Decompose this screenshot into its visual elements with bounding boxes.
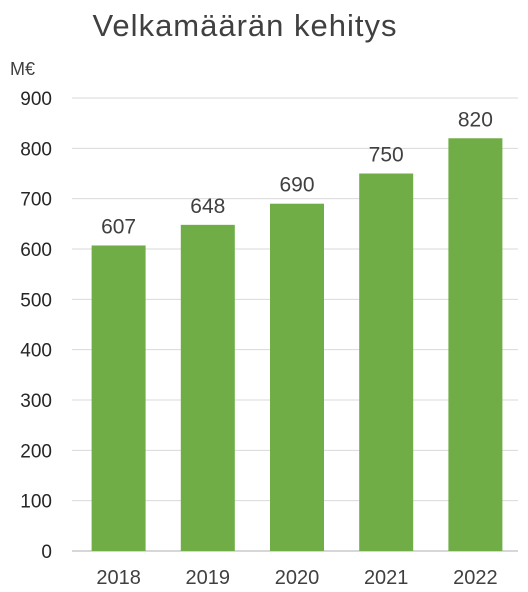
bar [270,203,324,551]
y-tick-label: 600 [20,240,52,261]
y-tick-label: 500 [20,290,52,311]
y-tick-label: 0 [41,542,52,563]
x-tick-label: 2022 [453,567,498,589]
data-label: 690 [279,174,314,197]
x-tick-label: 2018 [96,567,141,589]
y-tick-label: 300 [20,391,52,412]
bars [91,138,503,551]
chart-title: Velkamäärän kehitys [92,8,397,43]
y-unit-label: M€ [10,59,35,79]
y-tick-label: 200 [20,441,52,462]
x-tick-label: 2021 [364,567,409,589]
bar [359,173,414,551]
x-axis: 2018 2019 2020 2021 2022 [96,567,497,589]
data-label: 750 [369,144,404,167]
x-tick-label: 2020 [275,567,320,589]
data-label: 607 [101,215,136,238]
data-label: 648 [190,195,225,218]
y-tick-label: 400 [20,341,52,362]
data-label: 820 [458,108,493,131]
y-tick-label: 800 [20,139,52,160]
y-tick-label: 900 [20,89,52,110]
data-labels: 607 648 690 750 820 [101,108,493,238]
y-axis: 0 100 200 300 400 500 600 700 800 900 [20,89,52,563]
x-tick-label: 2019 [186,567,231,589]
bar [448,138,503,551]
y-tick-label: 100 [20,492,52,513]
bar [91,245,146,551]
y-tick-label: 700 [20,190,52,211]
bar [180,224,235,551]
